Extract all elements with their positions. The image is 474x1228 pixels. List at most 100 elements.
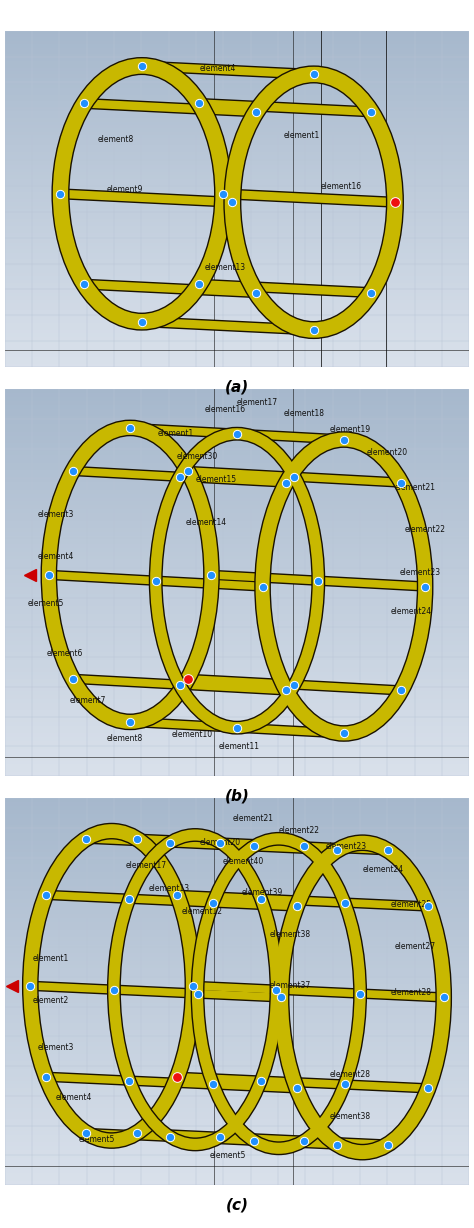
Text: element5: element5 xyxy=(79,1136,116,1144)
Text: element7: element7 xyxy=(70,695,106,705)
Bar xyxy=(5,1003,469,1007)
Bar xyxy=(5,205,469,209)
Bar xyxy=(5,131,469,135)
Bar xyxy=(5,849,469,852)
Bar xyxy=(5,64,469,68)
Bar xyxy=(5,618,469,621)
Bar xyxy=(5,942,469,946)
Bar xyxy=(5,551,469,555)
Bar xyxy=(5,614,469,618)
Bar xyxy=(5,919,469,922)
Bar xyxy=(5,71,469,75)
Bar xyxy=(5,98,469,102)
Bar xyxy=(5,564,469,567)
Text: element13: element13 xyxy=(149,884,190,893)
Bar xyxy=(5,75,469,77)
Bar xyxy=(5,259,469,263)
Bar xyxy=(5,226,469,230)
Bar xyxy=(5,860,469,865)
Bar xyxy=(5,625,469,629)
Bar xyxy=(5,829,469,833)
Bar xyxy=(5,1034,469,1038)
Bar xyxy=(5,122,469,125)
Bar xyxy=(5,253,469,257)
Bar xyxy=(5,887,469,892)
Bar xyxy=(5,420,469,424)
Bar xyxy=(5,409,469,413)
Text: element8: element8 xyxy=(98,135,134,144)
Bar xyxy=(5,1097,469,1100)
Bar xyxy=(5,179,469,182)
Bar xyxy=(5,182,469,185)
Bar xyxy=(5,1181,469,1185)
Bar xyxy=(5,203,469,205)
Bar xyxy=(5,88,469,91)
Bar xyxy=(5,176,469,179)
Text: element3: element3 xyxy=(37,510,73,519)
Text: element24: element24 xyxy=(390,607,431,615)
Text: element18: element18 xyxy=(283,409,324,419)
Bar xyxy=(5,969,469,973)
Bar xyxy=(5,984,469,987)
Bar xyxy=(5,1065,469,1070)
Bar xyxy=(5,1030,469,1034)
Bar xyxy=(5,34,469,37)
Bar xyxy=(5,1081,469,1084)
Bar xyxy=(5,41,469,44)
Bar xyxy=(5,432,469,436)
Text: element13: element13 xyxy=(204,263,246,271)
Bar xyxy=(5,166,469,168)
Bar xyxy=(5,555,469,560)
Bar xyxy=(5,273,469,276)
Bar xyxy=(5,856,469,860)
Bar xyxy=(5,544,469,548)
Bar xyxy=(5,81,469,85)
Text: element39: element39 xyxy=(242,888,283,896)
Bar xyxy=(5,467,469,470)
Bar xyxy=(5,195,469,199)
Bar xyxy=(5,726,469,729)
Bar xyxy=(5,567,469,571)
Bar xyxy=(5,293,469,296)
Text: element10: element10 xyxy=(172,731,213,739)
Text: element4: element4 xyxy=(37,553,73,561)
Text: element12: element12 xyxy=(181,907,222,916)
Bar xyxy=(5,656,469,659)
Bar xyxy=(5,675,469,679)
Bar xyxy=(5,276,469,280)
Bar xyxy=(5,490,469,494)
Bar xyxy=(5,1084,469,1088)
Bar xyxy=(5,321,469,323)
Text: element9: element9 xyxy=(107,185,143,194)
Text: element1: element1 xyxy=(33,954,69,963)
Bar xyxy=(5,591,469,594)
Bar xyxy=(5,192,469,195)
Bar xyxy=(5,212,469,216)
Bar xyxy=(5,463,469,467)
Bar xyxy=(5,973,469,976)
Text: element21: element21 xyxy=(232,814,273,824)
Bar xyxy=(5,964,469,969)
Bar xyxy=(5,695,469,699)
Bar xyxy=(5,664,469,668)
Bar xyxy=(5,764,469,769)
Bar xyxy=(5,456,469,459)
Bar xyxy=(5,892,469,895)
Bar xyxy=(5,976,469,980)
Bar xyxy=(5,102,469,104)
Bar xyxy=(5,443,469,447)
Bar xyxy=(5,85,469,88)
Bar xyxy=(5,930,469,933)
Bar xyxy=(5,1041,469,1046)
Bar xyxy=(5,424,469,427)
Bar xyxy=(5,1038,469,1041)
Bar xyxy=(5,521,469,524)
Text: element38: element38 xyxy=(270,931,310,939)
Bar xyxy=(5,230,469,232)
Bar xyxy=(5,980,469,984)
Bar xyxy=(5,31,469,34)
Bar xyxy=(5,440,469,443)
Text: (a): (a) xyxy=(225,379,249,394)
Bar xyxy=(5,933,469,937)
Bar xyxy=(5,845,469,849)
